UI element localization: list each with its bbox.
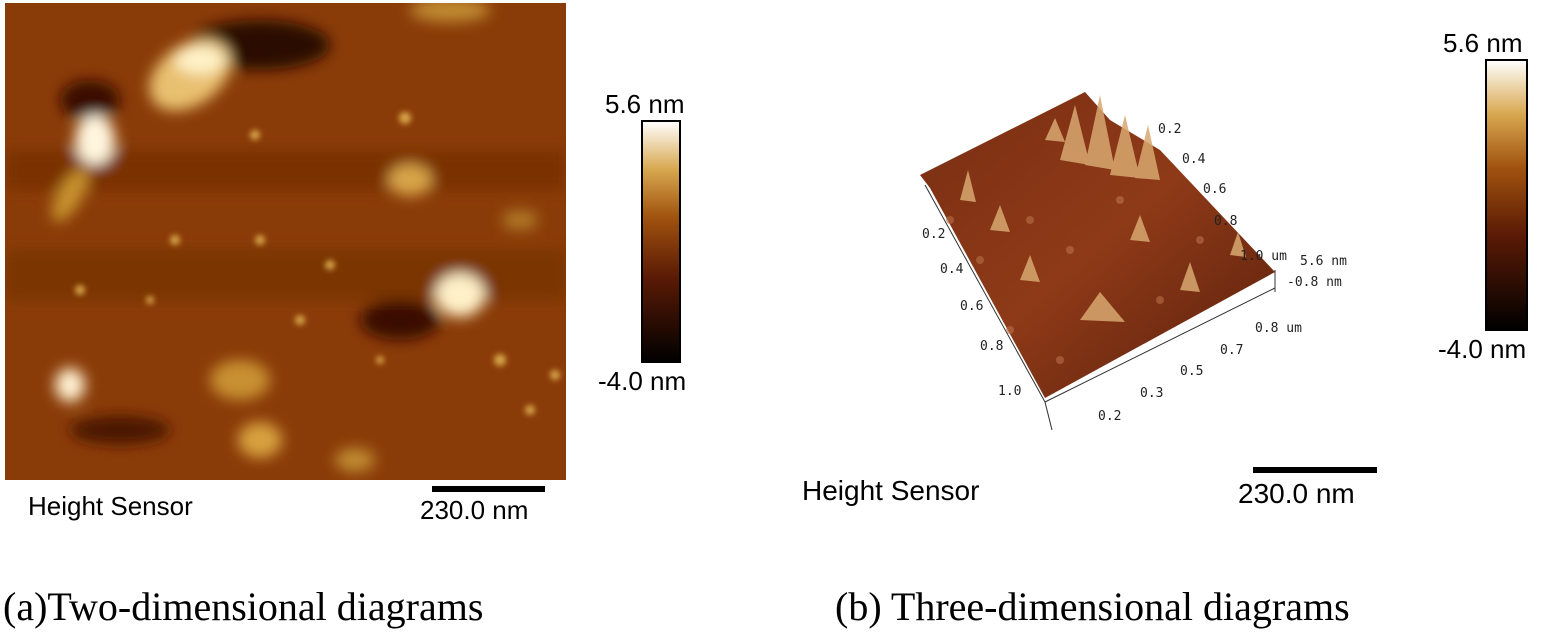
axis-label: 0.8: [1214, 214, 1237, 229]
afm-3d-surface: 0.2 0.4 0.6 0.8 1.0 um 5.6 nm -0.8 nm 0.…: [920, 92, 1347, 431]
scale-bar-label: 230.0 nm: [420, 495, 528, 525]
colorbar: [641, 120, 681, 363]
colorbar-min-label: -4.0 nm: [598, 366, 686, 396]
axis-label: 0.8: [980, 339, 1003, 354]
image-background: [5, 3, 566, 480]
left-axis-labels: 0.2 0.4 0.6 0.8 1.0: [922, 227, 1021, 399]
axis-label: 0.6: [1203, 182, 1226, 197]
caption: (a)Two-dimensional diagrams: [3, 584, 483, 629]
axis-label: 0.3: [1140, 386, 1163, 401]
front-axis-labels: 0.2 0.3 0.5 0.7 0.8 um: [1098, 321, 1302, 424]
colorbar-max-label: 5.6 nm: [1443, 28, 1523, 58]
axis-line: [924, 184, 1046, 403]
axis-label: 0.6: [960, 299, 983, 314]
colorbar-min-label: -4.0 nm: [1438, 334, 1526, 364]
colorbar: [1485, 59, 1528, 331]
axis-label: 5.6 nm: [1300, 254, 1347, 269]
axis-label: 0.5: [1180, 364, 1203, 379]
axis-label: 0.4: [940, 262, 964, 277]
axis-line: [1044, 401, 1053, 431]
surface: [920, 92, 1275, 398]
axis-label: -0.8 nm: [1287, 275, 1342, 290]
axis-label: 1.0 um: [1240, 249, 1287, 264]
axis-label: 1.0: [998, 384, 1021, 399]
axis-label: 0.2: [1098, 409, 1121, 424]
back-axis-labels: 0.2 0.4 0.6 0.8 1.0 um: [1158, 122, 1287, 264]
axis-label: 0.2: [1158, 122, 1181, 137]
image-features: [5, 3, 566, 472]
axis-label: 0.2: [922, 227, 945, 242]
scale-bar-label: 230.0 nm: [1238, 478, 1355, 509]
surface-texture: [946, 196, 1204, 364]
axis-label: 0.4: [1182, 152, 1206, 167]
channel-label: Height Sensor: [28, 491, 193, 521]
z-axis-labels: 5.6 nm -0.8 nm: [1287, 254, 1347, 290]
channel-label: Height Sensor: [802, 475, 979, 506]
surface-peaks: [960, 95, 1246, 322]
caption: (b) Three-dimensional diagrams: [835, 584, 1350, 629]
axis-line: [1044, 287, 1276, 403]
colorbar-max-label: 5.6 nm: [605, 89, 685, 119]
image-specks: [75, 112, 560, 415]
axis-label: 0.8 um: [1255, 321, 1302, 336]
afm-2d-image: [5, 3, 566, 480]
axis-label: 0.7: [1220, 343, 1243, 358]
